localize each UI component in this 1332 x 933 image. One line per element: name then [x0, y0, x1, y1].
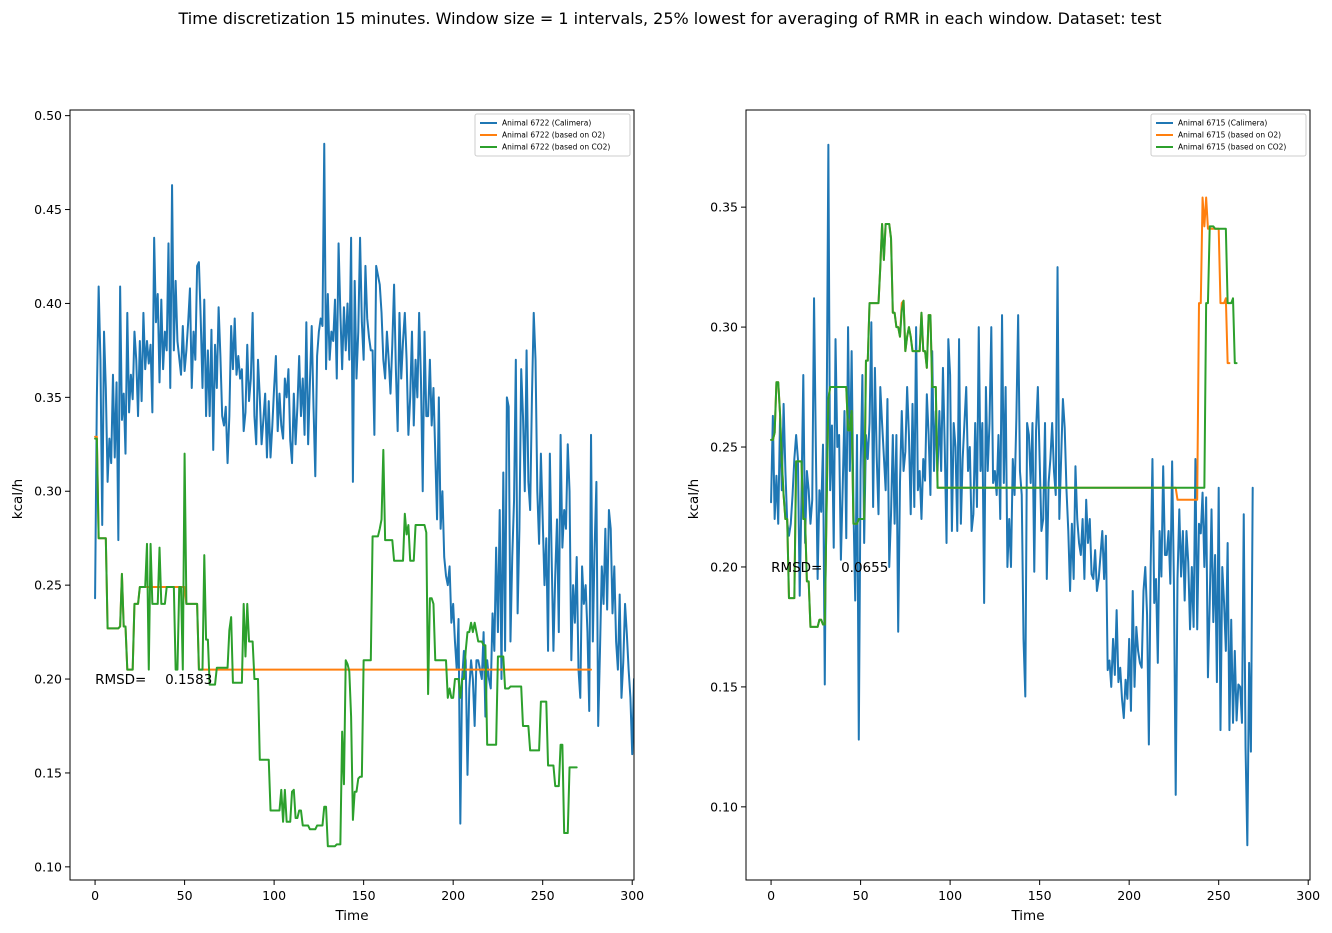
series-line-co2 — [94, 437, 578, 848]
y-tick-label: 0.20 — [34, 672, 62, 687]
legend-entry: Animal 6715 (Calimera) — [1178, 119, 1267, 128]
y-tick-label: 0.40 — [34, 296, 62, 311]
series-line-calimera — [94, 142, 634, 825]
x-tick-label: 50 — [853, 888, 869, 903]
y-tick-label: 0.15 — [710, 679, 738, 694]
y-tick-label: 0.35 — [34, 390, 62, 405]
y-tick-label: 0.25 — [34, 578, 62, 593]
legend-entry: Animal 6715 (based on O2) — [1178, 131, 1281, 140]
legend-frame — [474, 113, 631, 157]
x-tick-label: 0 — [91, 888, 99, 903]
legend-entry: Animal 6715 (based on CO2) — [1178, 143, 1286, 152]
x-tick-label: 250 — [1207, 888, 1231, 903]
x-axis-label: Time — [334, 908, 368, 924]
series-line-co2 — [770, 222, 1238, 628]
y-tick-label: 0.45 — [34, 202, 62, 217]
y-tick-label: 0.25 — [710, 440, 738, 455]
plot-area — [94, 142, 634, 848]
series-line-calimera — [770, 143, 1254, 847]
legend-entry: Animal 6722 (based on O2) — [502, 131, 605, 140]
y-tick-label: 0.15 — [34, 765, 62, 780]
rmsd-value: 0.0655 — [841, 560, 888, 576]
series-line-o2 — [94, 435, 593, 671]
x-tick-label: 250 — [531, 888, 555, 903]
y-tick-label: 0.10 — [34, 859, 62, 874]
axes-frame — [745, 109, 1311, 881]
rmsd-label: RMSD= — [771, 560, 822, 576]
axes-frame — [69, 109, 635, 881]
legend: Animal 6715 (Calimera) Animal 6715 (based… — [1150, 113, 1307, 157]
left-chart-panel: 0 50 100 150 200 250 300 0.10 0.15 0.20 0.25 0.30 0.… — [10, 108, 644, 924]
x-tick-label: 100 — [262, 888, 286, 903]
x-axis-label: Time — [1010, 908, 1044, 924]
x-tick-label: 300 — [620, 888, 644, 903]
rmsd-label: RMSD= — [95, 672, 146, 688]
x-tick-label: 300 — [1296, 888, 1320, 903]
y-axis-label: kcal/h — [686, 479, 702, 519]
legend-entry: Animal 6722 (based on CO2) — [502, 143, 610, 152]
x-tick-label: 150 — [1028, 888, 1052, 903]
y-tick-label: 0.35 — [710, 200, 738, 215]
x-tick-label: 150 — [352, 888, 376, 903]
y-tick-label: 0.30 — [34, 484, 62, 499]
x-tick-label: 0 — [767, 888, 775, 903]
y-axis-label: kcal/h — [10, 479, 26, 519]
rmsd-value: 0.1583 — [165, 672, 212, 688]
y-tick-label: 0.10 — [710, 799, 738, 814]
x-tick-label: 200 — [441, 888, 465, 903]
plot-area — [770, 143, 1254, 847]
legend-entry: Animal 6722 (Calimera) — [502, 119, 591, 128]
y-tick-label: 0.50 — [34, 108, 62, 123]
right-chart-panel: 0 50 100 150 200 250 300 0.10 0.15 0.20 0.25 0.30 0.… — [686, 109, 1320, 924]
legend-frame — [1150, 113, 1307, 157]
x-tick-label: 100 — [938, 888, 962, 903]
y-tick-label: 0.20 — [710, 559, 738, 574]
y-tick-label: 0.30 — [710, 320, 738, 335]
x-tick-label: 200 — [1117, 888, 1141, 903]
x-tick-label: 50 — [177, 888, 193, 903]
legend: Animal 6722 (Calimera) Animal 6722 (based… — [474, 113, 631, 157]
figure-suptitle: Time discretization 15 minutes. Window s… — [178, 9, 1162, 28]
